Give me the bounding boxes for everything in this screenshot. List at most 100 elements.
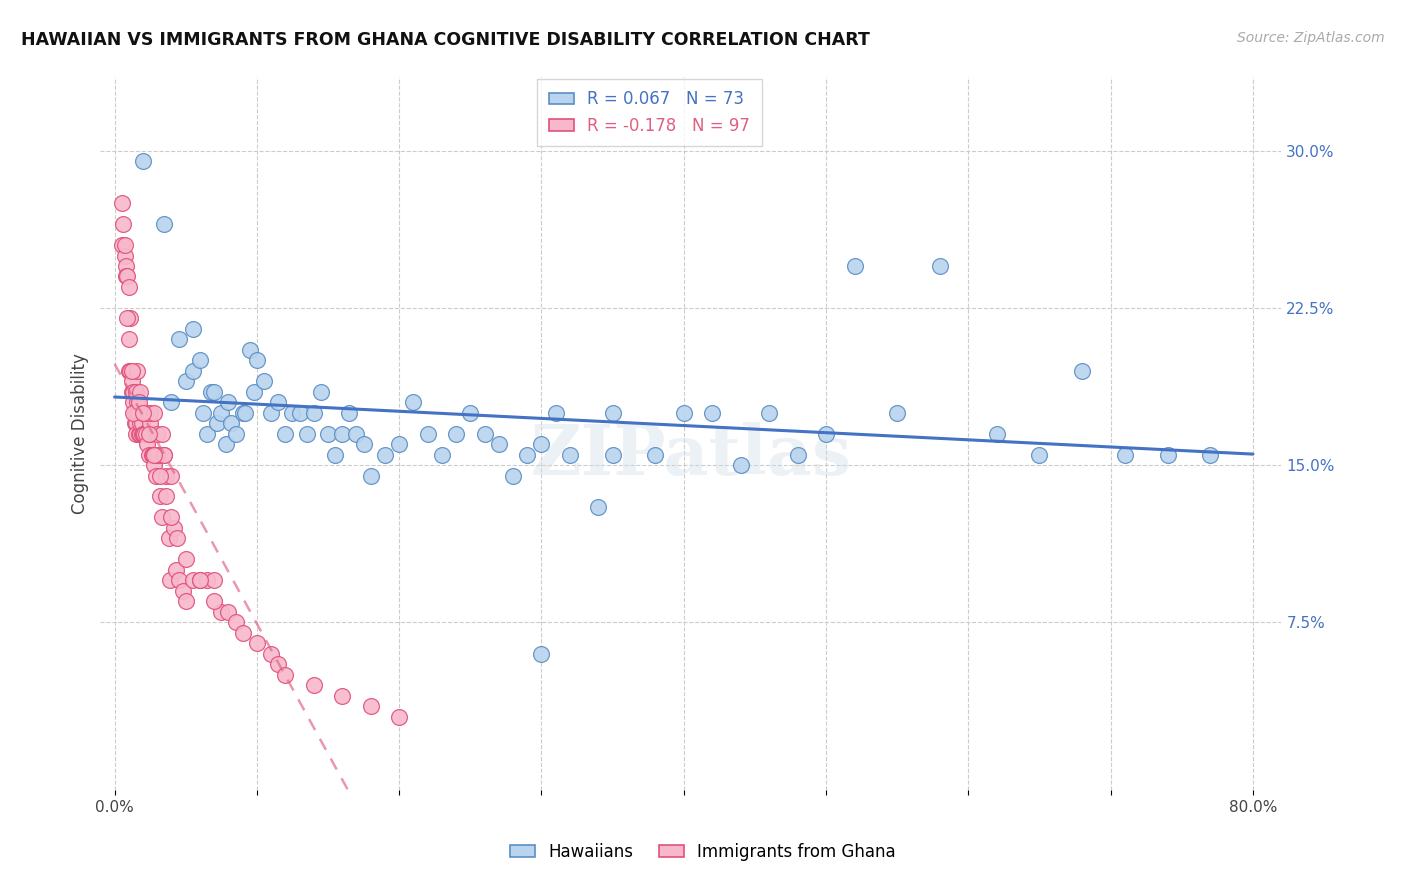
Point [416, 426, 439, 441]
Point [120, 364, 142, 378]
Point [267, 395, 290, 409]
Point [402, 395, 425, 409]
Point [360, 468, 382, 483]
Point [125, 384, 148, 399]
Point [672, 406, 695, 420]
Point [516, 448, 538, 462]
Point [148, 448, 170, 462]
Point [135, 406, 157, 420]
Point [174, 594, 197, 608]
Point [246, 353, 269, 368]
Point [530, 647, 553, 661]
Point [260, 647, 283, 661]
Point [115, 269, 138, 284]
Point [558, 448, 581, 462]
Point [758, 406, 780, 420]
Point [191, 406, 214, 420]
Point [149, 468, 172, 483]
Point [141, 448, 163, 462]
Point [309, 384, 332, 399]
Point [274, 426, 297, 441]
Point [174, 552, 197, 566]
Point [588, 500, 610, 514]
Point [202, 384, 225, 399]
Point [181, 574, 204, 588]
Point [127, 406, 149, 420]
Point [121, 374, 143, 388]
Point [281, 406, 304, 420]
Point [125, 426, 148, 441]
Point [330, 689, 353, 703]
Point [160, 510, 183, 524]
Point [217, 605, 239, 619]
Point [112, 217, 135, 231]
Point [260, 406, 283, 420]
Point [155, 490, 177, 504]
Point [125, 416, 148, 430]
Legend: R = 0.067   N = 73, R = -0.178   N = 97: R = 0.067 N = 73, R = -0.178 N = 97 [537, 78, 762, 146]
Point [139, 406, 162, 420]
Point [337, 406, 360, 420]
Point [200, 384, 222, 399]
Point [153, 217, 176, 231]
Point [602, 448, 624, 462]
Point [209, 605, 232, 619]
Point [143, 458, 166, 472]
Point [134, 406, 156, 420]
Point [166, 532, 188, 546]
Point [502, 468, 524, 483]
Point [131, 426, 153, 441]
Point [1028, 448, 1050, 462]
Point [1199, 448, 1222, 462]
Point [253, 374, 276, 388]
Point [602, 406, 624, 420]
Point [195, 426, 218, 441]
Point [235, 406, 257, 420]
Point [214, 437, 236, 451]
Point [146, 448, 169, 462]
Point [132, 154, 155, 169]
Point [530, 437, 553, 451]
Point [143, 406, 166, 420]
Text: HAWAIIAN VS IMMIGRANTS FROM GHANA COGNITIVE DISABILITY CORRELATION CHART: HAWAIIAN VS IMMIGRANTS FROM GHANA COGNIT… [21, 31, 870, 49]
Point [118, 364, 141, 378]
Point [117, 311, 139, 326]
Point [160, 468, 183, 483]
Point [188, 353, 211, 368]
Point [360, 699, 382, 714]
Point [142, 448, 165, 462]
Text: ZIPatlas: ZIPatlas [530, 422, 852, 489]
Point [202, 574, 225, 588]
Point [135, 426, 157, 441]
Point [323, 448, 346, 462]
Point [143, 448, 166, 462]
Point [153, 448, 176, 462]
Point [121, 364, 143, 378]
Point [544, 406, 567, 420]
Point [844, 259, 866, 273]
Point [135, 406, 157, 420]
Y-axis label: Cognitive Disability: Cognitive Disability [72, 353, 89, 514]
Point [167, 574, 190, 588]
Point [127, 395, 149, 409]
Point [188, 574, 211, 588]
Point [153, 448, 176, 462]
Point [139, 416, 162, 430]
Point [120, 311, 142, 326]
Point [118, 280, 141, 294]
Point [225, 426, 247, 441]
Point [243, 384, 266, 399]
Point [160, 395, 183, 409]
Point [174, 374, 197, 388]
Point [114, 238, 136, 252]
Point [155, 468, 177, 483]
Point [295, 426, 318, 441]
Point [316, 426, 339, 441]
Point [128, 406, 150, 420]
Point [488, 437, 510, 451]
Point [150, 510, 173, 524]
Point [181, 364, 204, 378]
Point [163, 521, 186, 535]
Point [730, 458, 752, 472]
Point [127, 364, 149, 378]
